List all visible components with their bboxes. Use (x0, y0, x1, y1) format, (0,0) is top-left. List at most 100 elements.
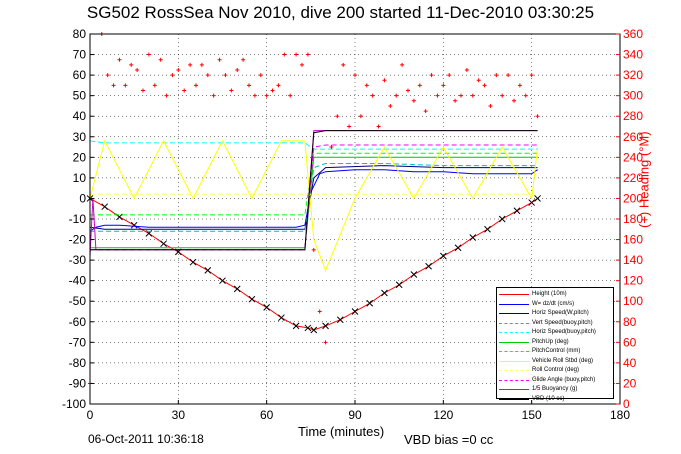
x-tick-label: 0 (87, 408, 94, 422)
x-tick-label: 150 (522, 408, 542, 422)
heading-point (411, 98, 416, 103)
y-tick-label: -40 (69, 274, 87, 288)
height-marker (395, 281, 403, 289)
heading-point (406, 88, 410, 93)
height-marker (454, 244, 462, 252)
heading-point (329, 145, 334, 150)
heading-point (482, 83, 487, 88)
y-right-tick-label: 200 (623, 191, 643, 205)
heading-point (488, 103, 493, 108)
legend-label: 1/5 Buoyancy (g) (532, 386, 578, 393)
heading-point (341, 62, 346, 67)
legend-label: PitchUp (deg) (532, 338, 569, 345)
height-marker (310, 326, 318, 334)
height-marker (278, 314, 285, 322)
height-marker (366, 299, 374, 307)
heading-point (353, 73, 357, 78)
height-marker (101, 203, 109, 211)
legend-swatch (499, 294, 529, 296)
legend-label: Glide Angle (buoy,pitch) (532, 376, 596, 383)
x-axis-label: Time (minutes) (298, 424, 385, 439)
heading-point (358, 114, 363, 119)
heading-point (146, 52, 151, 57)
heading-point (323, 340, 328, 345)
legend-entry: PitchUp (deg) (499, 338, 611, 348)
legend-entry: Vert Speed(buoy,pitch) (499, 319, 611, 329)
heading-point (211, 93, 216, 98)
heading-point (417, 83, 422, 88)
legend-swatch (499, 389, 529, 391)
legend-swatch (499, 379, 529, 381)
y-tick-label: -30 (69, 253, 87, 267)
heading-point (435, 93, 440, 98)
heading-point (270, 88, 275, 93)
y-tick-label: 80 (73, 27, 87, 41)
legend-swatch (499, 370, 529, 372)
heading-point (429, 73, 434, 78)
y-tick-label: 40 (73, 109, 87, 123)
legend-entry: PitchControl (mm) (499, 347, 611, 357)
heading-point (388, 103, 393, 108)
height-marker (204, 267, 212, 274)
heading-point (176, 67, 181, 72)
height-marker (513, 207, 521, 215)
y-right-tick-label: 360 (623, 27, 643, 41)
y-right-tick-label: 60 (623, 335, 637, 349)
legend-label: Vert Speed(buoy,pitch) (532, 319, 593, 326)
y-tick-label: 70 (73, 48, 87, 62)
y-tick-label: 0 (79, 191, 86, 205)
height-marker (439, 252, 447, 260)
heading-point (152, 83, 157, 88)
legend-swatch (499, 322, 529, 324)
y-tick-label: -70 (69, 335, 87, 349)
height-marker (381, 289, 388, 297)
height-marker (469, 234, 477, 241)
heading-point (117, 57, 122, 62)
heading-point (282, 52, 287, 57)
heading-point (512, 98, 516, 103)
y-right-tick-label: 180 (623, 212, 643, 226)
height-marker (219, 277, 226, 285)
legend-entry: Vehicle Roll Stbd (deg) (499, 357, 611, 367)
legend-swatch (499, 351, 529, 353)
heading-point (441, 83, 446, 88)
heading-point (529, 73, 534, 78)
heading-point (158, 57, 163, 62)
heading-point (217, 57, 222, 62)
heading-point (364, 83, 369, 88)
heading-point (464, 67, 469, 72)
legend-label: Horiz Speed(buoy,pitch) (532, 329, 596, 336)
heading-point (170, 73, 175, 78)
y-right-tick-label: 100 (623, 294, 643, 308)
heading-point (317, 309, 322, 314)
y-right-tick-label: 40 (623, 356, 637, 370)
heading-point (382, 78, 387, 83)
heading-point (447, 73, 452, 78)
y-axis-right-label: (+) Heading (°M) (636, 131, 652, 228)
y-tick-label: -50 (69, 294, 87, 308)
heading-point (105, 73, 110, 78)
legend-label: Horiz Speed(W,pitch) (532, 310, 589, 317)
y-tick-label: -60 (69, 315, 87, 329)
y-tick-label: -80 (69, 356, 87, 370)
y-right-tick-label: 240 (623, 150, 643, 164)
heading-point (423, 109, 428, 114)
y-right-tick-label: 320 (623, 68, 643, 82)
legend-label: Height (10m) (532, 291, 567, 298)
heading-point (500, 93, 505, 98)
heading-point (517, 83, 522, 88)
series-line-3 (90, 163, 538, 232)
y-tick-label: 60 (73, 68, 87, 82)
y-right-tick-label: 160 (623, 233, 643, 247)
heading-point (523, 93, 528, 98)
heading-point (394, 93, 399, 98)
heading-point (494, 73, 499, 78)
y-right-tick-label: 0 (623, 397, 630, 411)
legend-swatch (499, 332, 529, 334)
height-marker (322, 322, 329, 330)
height-marker (425, 262, 432, 270)
y-tick-label: -10 (69, 212, 87, 226)
x-tick-label: 30 (172, 408, 186, 422)
y-tick-label: 10 (73, 171, 87, 185)
